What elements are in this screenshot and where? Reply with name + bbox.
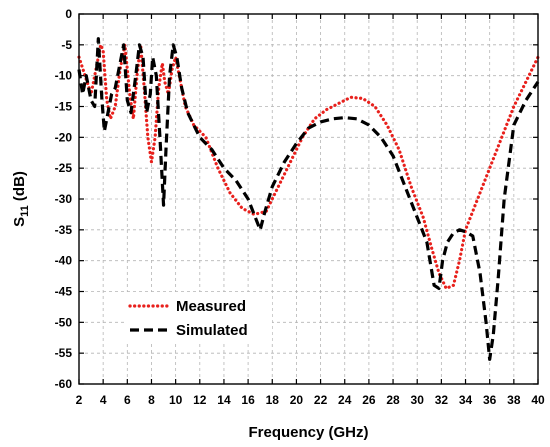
y-tick-label: -25 xyxy=(55,161,73,175)
plot-series xyxy=(77,37,540,361)
x-tick-label: 8 xyxy=(148,393,155,407)
x-tick-label: 22 xyxy=(314,393,328,407)
legend-box xyxy=(126,292,272,342)
x-tick-label: 40 xyxy=(531,393,545,407)
y-tick-label: -60 xyxy=(55,377,73,391)
series-line-simulated xyxy=(77,37,540,361)
x-tick-label: 20 xyxy=(290,393,304,407)
x-tick-label: 36 xyxy=(483,393,497,407)
legend: Measured Simulated xyxy=(126,292,272,342)
y-tick-label: -5 xyxy=(61,38,72,52)
legend-label-simulated: Simulated xyxy=(176,322,248,339)
x-tick-label: 26 xyxy=(362,393,376,407)
y-tick-label: -10 xyxy=(55,69,73,83)
x-tick-label: 2 xyxy=(76,393,83,407)
y-tick-label: -35 xyxy=(55,223,73,237)
y-tick-label: 0 xyxy=(65,7,72,21)
y-axis-label-main: S xyxy=(11,217,28,227)
x-tick-label: 24 xyxy=(338,393,352,407)
y-tick-label: -20 xyxy=(55,130,73,144)
y-tick-label: -45 xyxy=(55,285,73,299)
y-tick-label: -40 xyxy=(55,254,73,268)
x-tick-label: 34 xyxy=(459,393,473,407)
x-axis-label: Frequency (GHz) xyxy=(248,424,368,441)
x-tick-label: 28 xyxy=(386,393,400,407)
x-tick-label: 10 xyxy=(169,393,183,407)
x-tick-label: 18 xyxy=(266,393,280,407)
y-axis-label-sub: 11 xyxy=(19,205,31,217)
x-tick-label: 4 xyxy=(100,393,107,407)
y-axis-label-rest: (dB) xyxy=(11,171,28,205)
x-tick-label: 12 xyxy=(193,393,207,407)
y-axis-label: S11 (dB) xyxy=(11,171,31,227)
y-tick-label: -50 xyxy=(55,315,73,329)
legend-label-measured: Measured xyxy=(176,298,246,315)
x-tick-label: 16 xyxy=(241,393,255,407)
y-tick-label: -30 xyxy=(55,192,73,206)
x-tick-label: 38 xyxy=(507,393,521,407)
x-tick-label: 30 xyxy=(411,393,425,407)
y-tick-label: -15 xyxy=(55,100,73,114)
x-tick-label: 6 xyxy=(124,393,131,407)
x-tick-label: 32 xyxy=(435,393,449,407)
x-tick-label: 14 xyxy=(217,393,231,407)
y-tick-label: -55 xyxy=(55,346,73,360)
axis-ticks: 2 4 6 8 10 12 14 16 18 20 22 24 26 28 30 32 34 36 38 400-5-… xyxy=(55,7,545,407)
